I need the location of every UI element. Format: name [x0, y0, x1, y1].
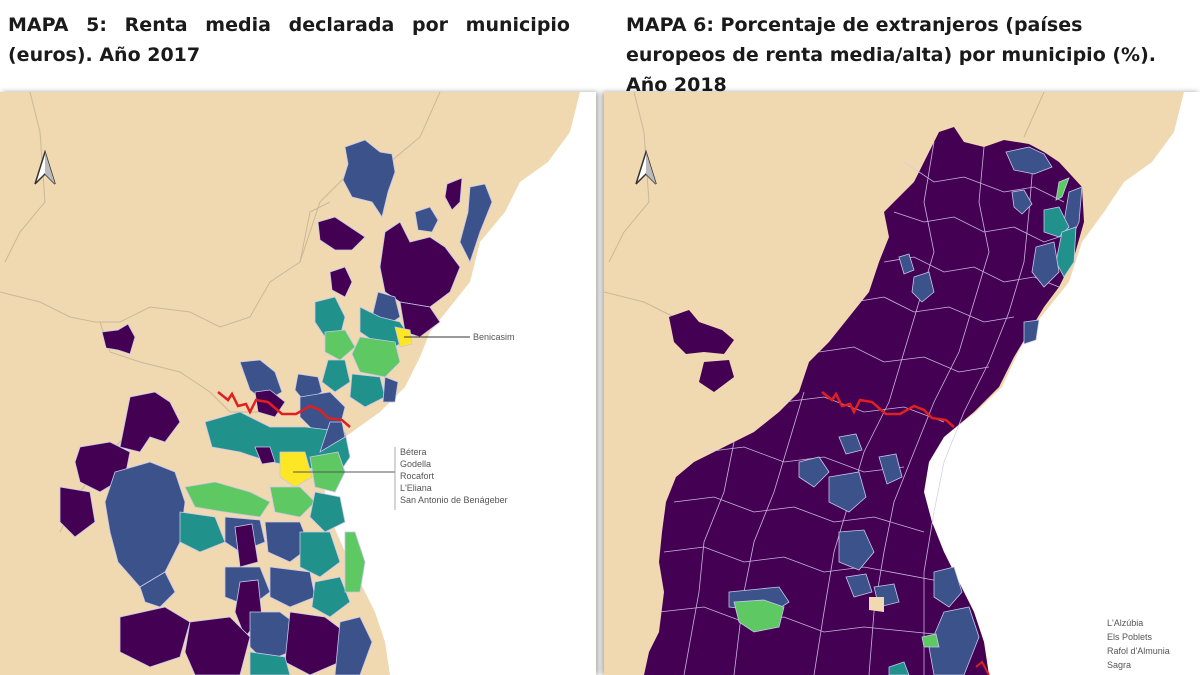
- annotation-item: Rafol d'Almunia: [1107, 646, 1170, 656]
- north-arrow-icon: [34, 149, 56, 185]
- map6-title: MAPA 6: Porcentaje de extranjeros (paíse…: [626, 14, 1156, 96]
- north-arrow-icon: [635, 149, 657, 185]
- map5-title: MAPA 5: Renta media declarada por munici…: [8, 14, 570, 66]
- map6-canvas: [604, 92, 1200, 675]
- annotation-group-alicante: L'Alzúbia Els Poblets Rafol d'Almunia Sa…: [1107, 616, 1170, 672]
- map5-canvas: [0, 92, 596, 675]
- annotation-item: San Antonio de Benágeber: [400, 495, 508, 505]
- annotation-item: L'Alzúbia: [1107, 618, 1144, 628]
- annotation-group-valencia: Bétera Godella Rocafort L'Eliana San Ant…: [400, 446, 508, 506]
- annotation-item: Els Poblets: [1107, 632, 1153, 642]
- annotation-item: Bétera: [400, 447, 427, 457]
- annotation-item: L'Eliana: [400, 483, 432, 493]
- annotation-item: Rocafort: [400, 471, 435, 481]
- annotation-item: Sagra: [1107, 660, 1132, 670]
- annotation-benicasim: Benicasim: [473, 332, 515, 342]
- map5-panel: Benicasim Bétera Godella Rocafort L'Elia…: [0, 92, 596, 675]
- annotation-item: Godella: [400, 459, 432, 469]
- map6-panel: L'Alzúbia Els Poblets Rafol d'Almunia Sa…: [604, 92, 1200, 675]
